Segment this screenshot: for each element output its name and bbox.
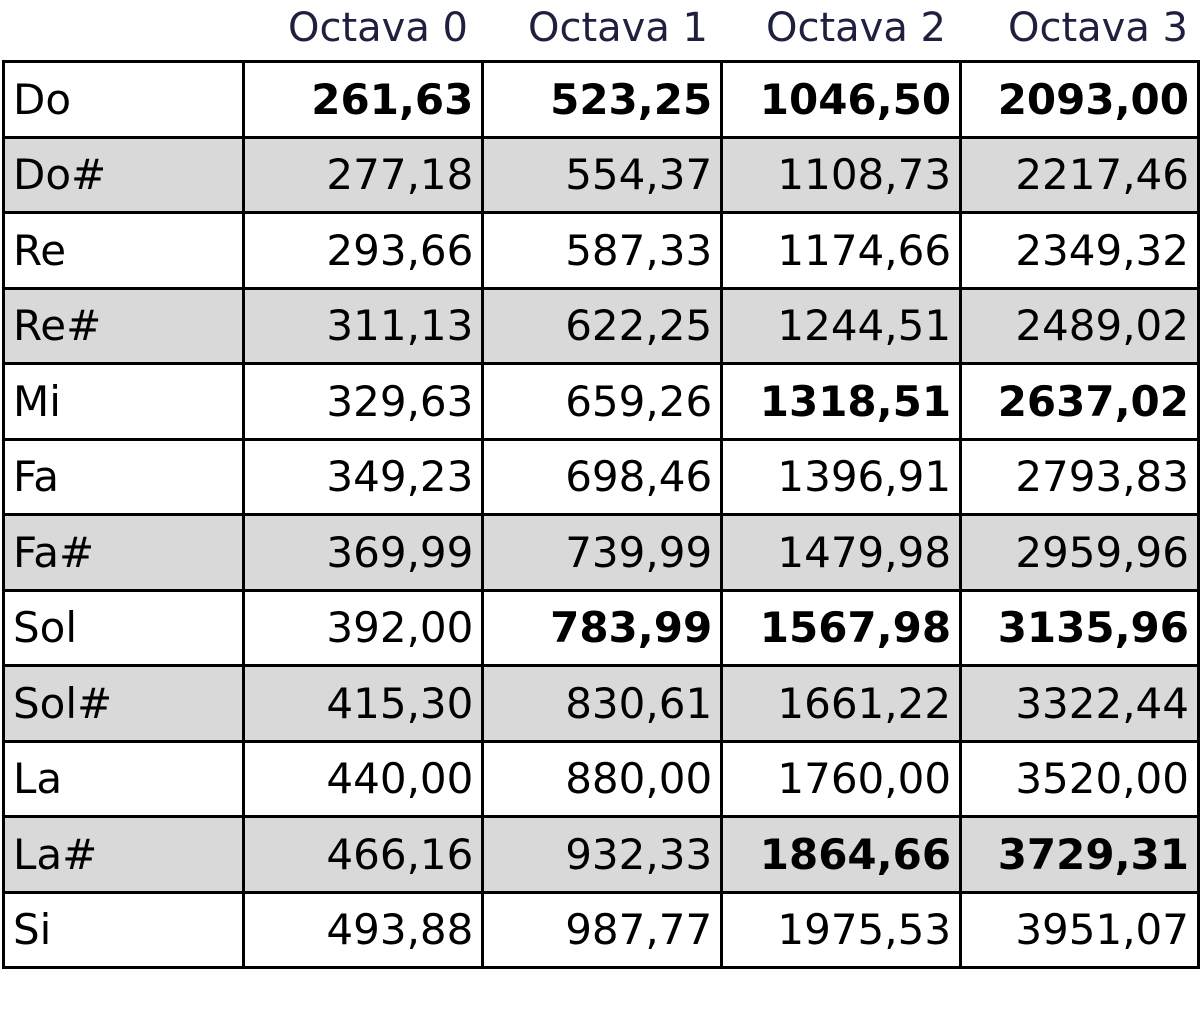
frequency-cell-octava-3: 2637,02 xyxy=(959,362,1200,441)
frequency-cell-octava-3: 2349,32 xyxy=(959,211,1200,290)
column-header-octava-1: Octava 1 xyxy=(527,5,708,51)
note-name-cell: Do# xyxy=(2,135,245,214)
table-row: Si 493,88 987,77 1975,53 3951,07 xyxy=(2,890,1200,969)
note-name-cell: Sol xyxy=(2,588,245,667)
frequency-cell-octava-2: 1396,91 xyxy=(720,437,963,516)
frequency-cell-octava-2: 1760,00 xyxy=(720,739,963,818)
frequency-cell-octava-2: 1567,98 xyxy=(720,588,963,667)
frequency-cell-octava-0: 415,30 xyxy=(241,664,485,743)
frequency-cell-octava-2: 1108,73 xyxy=(720,135,963,214)
frequency-cell-octava-1: 554,37 xyxy=(481,135,724,214)
table-row: Mi 329,63 659,26 1318,51 2637,02 xyxy=(2,362,1200,441)
note-name-cell: Do xyxy=(2,60,245,139)
table-row: Do# 277,18 554,37 1108,73 2217,46 xyxy=(2,135,1200,214)
frequency-cell-octava-1: 830,61 xyxy=(481,664,724,743)
frequency-cell-octava-1: 932,33 xyxy=(481,815,724,894)
table-row: Fa 349,23 698,46 1396,91 2793,83 xyxy=(2,437,1200,516)
frequency-cell-octava-1: 587,33 xyxy=(481,211,724,290)
note-name-cell: Fa xyxy=(2,437,245,516)
frequency-cell-octava-1: 783,99 xyxy=(481,588,724,667)
frequency-cell-octava-0: 440,00 xyxy=(241,739,485,818)
frequency-cell-octava-2: 1975,53 xyxy=(720,890,963,969)
table-row: Re# 311,13 622,25 1244,51 2489,02 xyxy=(2,286,1200,365)
frequency-cell-octava-2: 1661,22 xyxy=(720,664,963,743)
frequency-cell-octava-2: 1864,66 xyxy=(720,815,963,894)
frequency-cell-octava-1: 739,99 xyxy=(481,513,724,592)
frequency-cell-octava-3: 3520,00 xyxy=(959,739,1200,818)
frequency-cell-octava-0: 261,63 xyxy=(241,60,485,139)
table-row: La# 466,16 932,33 1864,66 3729,31 xyxy=(2,815,1200,894)
note-name-cell: Sol# xyxy=(2,664,245,743)
frequency-cell-octava-0: 392,00 xyxy=(241,588,485,667)
frequency-cell-octava-0: 493,88 xyxy=(241,890,485,969)
column-header-octava-0: Octava 0 xyxy=(287,5,468,51)
frequency-cell-octava-1: 523,25 xyxy=(481,60,724,139)
frequency-cell-octava-3: 3951,07 xyxy=(959,890,1200,969)
frequency-cell-octava-3: 2959,96 xyxy=(959,513,1200,592)
note-name-cell: Si xyxy=(2,890,245,969)
frequency-cell-octava-3: 3135,96 xyxy=(959,588,1200,667)
frequency-cell-octava-1: 987,77 xyxy=(481,890,724,969)
note-name-cell: Fa# xyxy=(2,513,245,592)
frequency-cell-octava-0: 349,23 xyxy=(241,437,485,516)
frequency-cell-octava-0: 277,18 xyxy=(241,135,485,214)
column-header-row: Octava 0 Octava 1 Octava 2 Octava 3 xyxy=(0,0,1200,60)
note-name-cell: Re# xyxy=(2,286,245,365)
frequency-cell-octava-0: 369,99 xyxy=(241,513,485,592)
frequency-cell-octava-3: 2093,00 xyxy=(959,60,1200,139)
note-name-cell: La# xyxy=(2,815,245,894)
table-row: La 440,00 880,00 1760,00 3520,00 xyxy=(2,739,1200,818)
frequency-cell-octava-3: 2217,46 xyxy=(959,135,1200,214)
table-row: Sol# 415,30 830,61 1661,22 3322,44 xyxy=(2,664,1200,743)
note-name-cell: Re xyxy=(2,211,245,290)
frequency-cell-octava-1: 622,25 xyxy=(481,286,724,365)
column-header-octava-3: Octava 3 xyxy=(1007,5,1188,51)
note-name-cell: La xyxy=(2,739,245,818)
table-row: Fa# 369,99 739,99 1479,98 2959,96 xyxy=(2,513,1200,592)
frequency-cell-octava-2: 1046,50 xyxy=(720,60,963,139)
note-name-cell: Mi xyxy=(2,362,245,441)
frequency-cell-octava-3: 3322,44 xyxy=(959,664,1200,743)
frequency-cell-octava-3: 2489,02 xyxy=(959,286,1200,365)
frequency-table-body: Do 261,63 523,25 1046,50 2093,00 Do# 277,18 554… xyxy=(2,60,1200,969)
frequency-cell-octava-2: 1479,98 xyxy=(720,513,963,592)
table-row: Re 293,66 587,33 1174,66 2349,32 xyxy=(2,211,1200,290)
frequency-cell-octava-1: 880,00 xyxy=(481,739,724,818)
frequency-cell-octava-3: 2793,83 xyxy=(959,437,1200,516)
frequency-cell-octava-2: 1318,51 xyxy=(720,362,963,441)
frequency-cell-octava-1: 659,26 xyxy=(481,362,724,441)
frequency-cell-octava-1: 698,46 xyxy=(481,437,724,516)
frequency-cell-octava-0: 293,66 xyxy=(241,211,485,290)
frequency-cell-octava-3: 3729,31 xyxy=(959,815,1200,894)
frequency-cell-octava-0: 466,16 xyxy=(241,815,485,894)
frequency-cell-octava-2: 1174,66 xyxy=(720,211,963,290)
frequency-table: Do 261,63 523,25 1046,50 2093,00 Do# 277,18 554… xyxy=(2,60,1200,969)
table-row: Sol 392,00 783,99 1567,98 3135,96 xyxy=(2,588,1200,667)
table-row: Do 261,63 523,25 1046,50 2093,00 xyxy=(2,60,1200,139)
column-header-octava-2: Octava 2 xyxy=(765,5,946,51)
frequency-cell-octava-0: 311,13 xyxy=(241,286,485,365)
frequency-cell-octava-2: 1244,51 xyxy=(720,286,963,365)
frequency-cell-octava-0: 329,63 xyxy=(241,362,485,441)
